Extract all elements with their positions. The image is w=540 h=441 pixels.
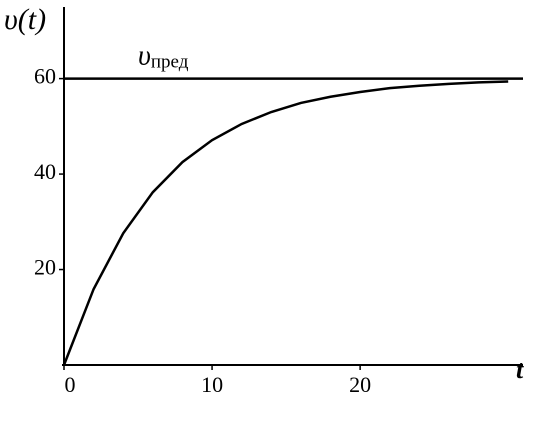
y-tick-label: 60 [34,64,56,89]
y-tick-label: 20 [34,255,56,280]
data-line [62,80,509,366]
y-axis-label: υ(t) [4,3,46,36]
y-tick-label: 40 [34,159,56,184]
limit-label-main: υ [138,41,151,72]
limit-label-sub: пред [151,52,189,73]
x-tick-label: 10 [201,372,223,397]
x-tick-label: 0 [65,372,76,397]
x-tick-label: 20 [349,372,371,397]
limit-label: υпред [138,41,189,73]
x-axis-label: t [516,355,524,384]
